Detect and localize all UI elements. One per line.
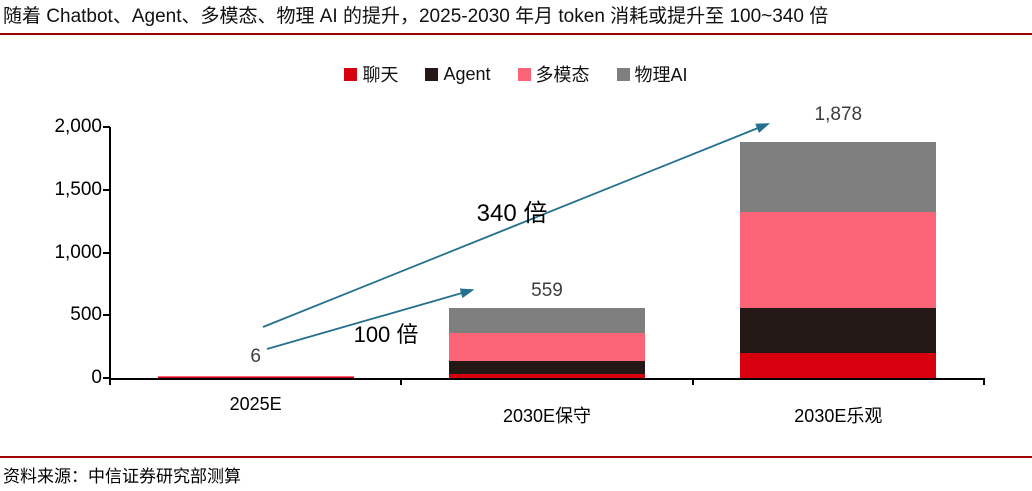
legend-swatch-physical-ai [616, 67, 630, 81]
bar-segment-chat [157, 377, 354, 378]
chart-title: 随着 Chatbot、Agent、多模态、物理 AI 的提升，2025-2030… [3, 6, 829, 27]
bar-segment-physical-ai [157, 375, 354, 377]
x-axis-label-2030E保守: 2030E保守 [502, 406, 592, 426]
legend-item-chat: 聊天 [344, 61, 398, 87]
bar-segment-multimodal [449, 333, 645, 362]
bar-segment-agent [449, 361, 645, 375]
x-axis-tick-3 [983, 378, 985, 385]
y-axis-label-2000: 2,000 [54, 116, 102, 137]
legend-swatch-multimodal [517, 67, 531, 81]
arrow-label-100x: 100 倍 [353, 322, 419, 347]
y-axis-line [109, 127, 111, 379]
legend-item-agent: Agent [425, 63, 491, 85]
bar-segment-physical-ai [740, 142, 937, 213]
legend-label-agent: Agent [443, 63, 491, 84]
bar-segment-multimodal [740, 212, 937, 308]
x-axis-label-2030E乐观: 2030E乐观 [794, 406, 883, 426]
source-note: 资料来源：中信证券研究部测算 [3, 467, 241, 486]
stacked-bar-2025E [157, 375, 354, 378]
x-axis-tick-0 [109, 378, 111, 385]
y-axis-label-500: 500 [70, 304, 102, 326]
legend-label-physical-ai: 物理AI [634, 65, 688, 85]
y-axis-label-1500: 1,500 [54, 178, 102, 200]
total-label-2030E乐观: 1,878 [814, 104, 863, 126]
legend-item-physical-ai: 物理AI [616, 61, 688, 87]
y-axis-tick-0 [103, 377, 110, 379]
x-axis-tick-1 [400, 378, 403, 385]
y-axis-label-0: 0 [91, 367, 102, 388]
y-axis-tick-2000 [103, 126, 110, 128]
y-axis-tick-1500 [103, 188, 110, 191]
x-axis-line [109, 377, 985, 380]
stacked-bar-2030E保守 [449, 307, 645, 378]
arrow-label-340x: 340 倍 [476, 200, 548, 227]
total-label-2030E保守: 559 [531, 279, 563, 301]
y-axis-label-1000: 1,000 [54, 241, 102, 263]
bottom-divider-line [0, 456, 1032, 458]
bar-segment-agent [740, 307, 937, 353]
bar-segment-multimodal [157, 376, 354, 377]
legend-swatch-chat [344, 67, 358, 81]
legend-label-chat: 聊天 [362, 65, 399, 85]
legend-swatch-agent [425, 67, 439, 81]
x-axis-label-2025E: 2025E [229, 394, 282, 414]
stacked-bar-2030E乐观 [740, 142, 937, 378]
bar-segment-agent [157, 376, 354, 378]
legend-label-multimodal: 多模态 [535, 65, 590, 85]
bar-segment-chat [449, 374, 645, 378]
bar-segment-chat [740, 352, 937, 378]
y-axis-tick-1000 [103, 251, 110, 254]
x-axis-tick-2 [691, 378, 694, 385]
top-divider-line [0, 33, 1032, 35]
y-axis-tick-500 [103, 314, 110, 317]
chart-legend: 聊天 Agent 多模态 物理AI [0, 61, 1032, 87]
legend-item-multimodal: 多模态 [517, 61, 590, 87]
bar-segment-physical-ai [449, 307, 645, 334]
total-label-2025E: 6 [250, 345, 261, 367]
